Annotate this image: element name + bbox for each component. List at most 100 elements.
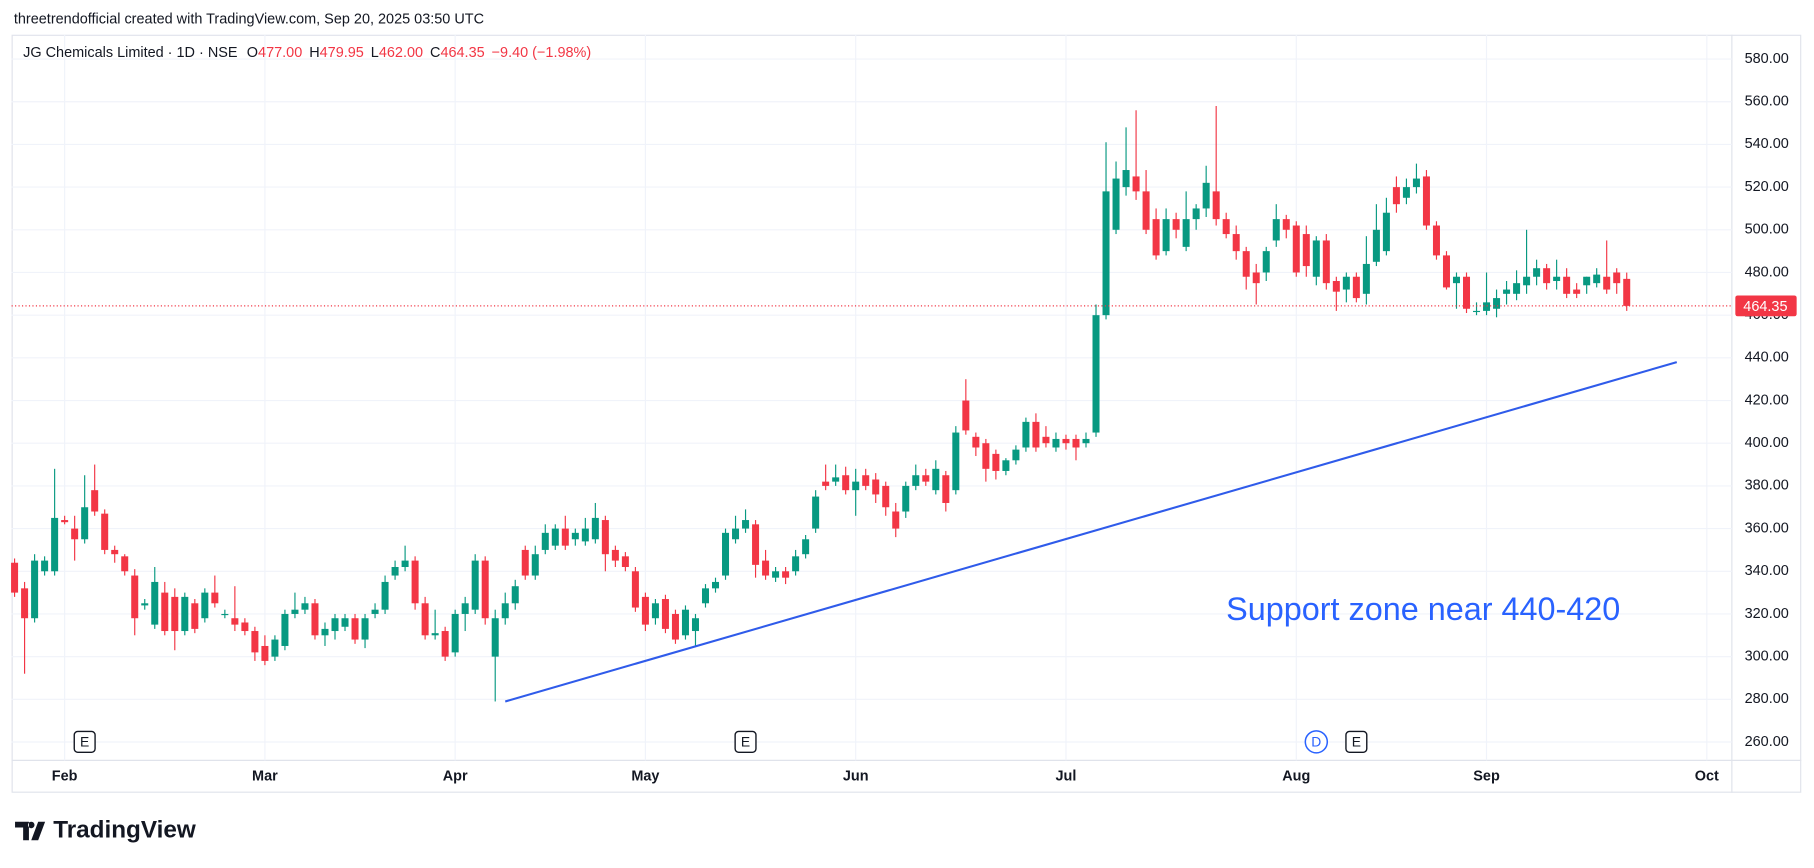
candle-body	[982, 443, 990, 469]
candle-body	[401, 560, 409, 568]
candle-body	[621, 556, 629, 568]
candle-body	[601, 520, 609, 555]
candle-body	[121, 556, 129, 572]
last-price-label: 464.35	[1743, 299, 1787, 315]
x-tick-label: Apr	[443, 768, 468, 784]
candle-body	[912, 475, 920, 486]
candle-body	[1543, 268, 1551, 284]
candle-body	[271, 639, 279, 657]
candle-body	[732, 528, 740, 540]
x-tick-label: Aug	[1282, 768, 1310, 784]
candle-body	[1623, 278, 1631, 306]
legend-o-label: O	[247, 45, 258, 61]
event-marker	[1304, 730, 1329, 754]
candle-body	[151, 581, 159, 625]
candle-body	[1452, 276, 1460, 284]
candle-body	[51, 517, 59, 572]
candle-body	[842, 475, 850, 491]
candle-body	[1062, 438, 1070, 444]
candle-body	[1563, 276, 1571, 294]
candle-body	[1152, 219, 1160, 256]
candle-body	[641, 596, 649, 625]
event-marker	[73, 730, 96, 753]
y-tick-label: 340.00	[1745, 563, 1789, 579]
candle-body	[381, 581, 389, 610]
candle-body	[631, 571, 639, 608]
candle-body	[872, 479, 880, 495]
candle-body	[141, 603, 149, 606]
y-tick-label: 280.00	[1745, 691, 1789, 707]
legend-l-label: L	[371, 45, 379, 61]
candle-body	[501, 603, 509, 619]
candle-body	[1232, 234, 1240, 252]
candle-body	[722, 532, 730, 576]
candle-body	[1523, 276, 1531, 286]
event-label: E	[80, 734, 89, 750]
candle-body	[1112, 178, 1120, 230]
candle-body	[1402, 187, 1410, 198]
candle-body	[61, 520, 69, 523]
candle-body	[211, 592, 219, 604]
event-marker	[734, 730, 757, 753]
candle-body	[201, 592, 209, 619]
candle-body	[752, 524, 760, 565]
x-tick-label: Feb	[52, 768, 78, 784]
candle-body	[1412, 178, 1420, 188]
candle-body	[862, 475, 870, 486]
candle-body	[1312, 240, 1320, 277]
candle-body	[792, 556, 800, 572]
candle-body	[681, 609, 689, 636]
candle-body	[1272, 219, 1280, 241]
candle-body	[832, 477, 840, 482]
candle-body	[1513, 283, 1521, 294]
candle-body	[1092, 315, 1100, 433]
legend-symbol: JG Chemicals Limited · 1D · NSE	[23, 45, 238, 61]
candle-body	[161, 592, 169, 632]
candle-body	[131, 575, 139, 619]
candle-body	[531, 554, 539, 576]
candle-body	[932, 468, 940, 491]
candle-body	[1593, 274, 1601, 284]
candle-body	[972, 436, 980, 448]
y-tick-label: 560.00	[1745, 94, 1789, 110]
candle-body	[1212, 191, 1220, 220]
candle-body	[952, 432, 960, 491]
legend-l: 462.00	[379, 45, 423, 61]
candle-body	[111, 549, 119, 555]
candle-body	[762, 560, 770, 576]
candle-body	[1172, 219, 1180, 230]
candle-body	[71, 528, 79, 540]
candle-body	[551, 528, 559, 546]
candle-body	[1583, 276, 1591, 286]
candle-body	[391, 567, 399, 576]
candle-body	[1573, 289, 1581, 294]
candle-body	[1332, 281, 1340, 292]
candle-body	[451, 613, 459, 653]
candle-body	[1142, 191, 1150, 230]
legend-change: −9.40 (−1.98%)	[492, 45, 592, 61]
candle-body	[591, 517, 599, 540]
candle-body	[291, 609, 299, 614]
candle-body	[1483, 302, 1491, 311]
x-tick-label: Jul	[1056, 768, 1077, 784]
candle-body	[1262, 251, 1270, 273]
candle-body	[541, 532, 549, 550]
candle-body	[1553, 276, 1561, 282]
legend-c-label: C	[430, 45, 440, 61]
candle-body	[311, 603, 319, 636]
candle-body	[671, 613, 679, 640]
candle-body	[301, 603, 309, 610]
candle-body	[1533, 268, 1541, 277]
candle-body	[1352, 276, 1360, 299]
x-tick-label: Sep	[1473, 768, 1500, 784]
candle-body	[852, 481, 860, 491]
last-price-box	[1735, 295, 1797, 317]
candle-body	[181, 596, 189, 632]
candle-body	[441, 631, 449, 657]
candle-body	[1282, 219, 1290, 230]
y-tick-label: 580.00	[1745, 51, 1789, 67]
x-tick-label: Jun	[843, 768, 869, 784]
candle-body	[962, 400, 970, 431]
